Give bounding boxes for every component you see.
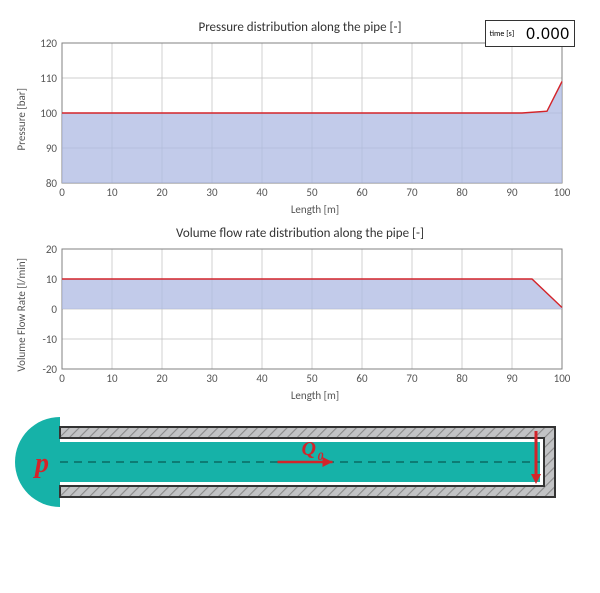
svg-text:120: 120 bbox=[40, 37, 57, 50]
svg-text:0: 0 bbox=[59, 372, 65, 385]
svg-text:100: 100 bbox=[40, 107, 57, 120]
svg-text:100: 100 bbox=[554, 186, 570, 199]
svg-text:90: 90 bbox=[506, 372, 518, 385]
flow-chart-title: Volume flow rate distribution along the … bbox=[15, 226, 585, 241]
svg-text:90: 90 bbox=[506, 186, 518, 199]
svg-text:60: 60 bbox=[356, 372, 368, 385]
svg-text:90: 90 bbox=[46, 142, 58, 155]
svg-text:-10: -10 bbox=[42, 333, 57, 346]
svg-text:0: 0 bbox=[51, 303, 57, 316]
svg-text:60: 60 bbox=[356, 186, 368, 199]
pressure-ylabel: Pressure [bar] bbox=[15, 88, 28, 151]
time-value: 0.000 bbox=[526, 23, 570, 44]
svg-text:80: 80 bbox=[456, 372, 468, 385]
svg-text:80: 80 bbox=[456, 186, 468, 199]
pressure-plot: 0 10 20 30 40 50 60 70 80 90 100 80 90 100 110 120 bbox=[32, 37, 570, 201]
flow-xlabel: Length [m] bbox=[45, 389, 585, 402]
svg-text:40: 40 bbox=[256, 186, 268, 199]
svg-text:70: 70 bbox=[406, 186, 418, 199]
svg-text:30: 30 bbox=[206, 372, 218, 385]
svg-text:70: 70 bbox=[406, 372, 418, 385]
svg-text:50: 50 bbox=[306, 186, 318, 199]
svg-text:10: 10 bbox=[46, 273, 58, 286]
svg-text:20: 20 bbox=[156, 186, 168, 199]
svg-text:20: 20 bbox=[46, 243, 58, 256]
pipe-diagram: pQ0 bbox=[15, 412, 585, 512]
svg-text:20: 20 bbox=[156, 372, 168, 385]
pressure-xlabel: Length [m] bbox=[45, 203, 585, 216]
svg-text:10: 10 bbox=[106, 372, 118, 385]
svg-text:10: 10 bbox=[106, 186, 118, 199]
svg-text:100: 100 bbox=[554, 372, 570, 385]
svg-text:Q: Q bbox=[302, 438, 316, 460]
svg-text:110: 110 bbox=[40, 72, 57, 85]
svg-text:40: 40 bbox=[256, 372, 268, 385]
svg-text:p: p bbox=[33, 448, 49, 479]
svg-text:30: 30 bbox=[206, 186, 218, 199]
svg-text:0: 0 bbox=[59, 186, 65, 199]
time-display: time [s] 0.000 bbox=[485, 20, 575, 47]
time-label: time [s] bbox=[490, 29, 515, 39]
flow-ylabel: Volume Flow Rate [l/min] bbox=[15, 258, 28, 372]
pressure-chart: Pressure distribution along the pipe [-]… bbox=[15, 20, 585, 216]
flow-chart: Volume flow rate distribution along the … bbox=[15, 226, 585, 402]
svg-text:80: 80 bbox=[46, 177, 58, 190]
svg-text:50: 50 bbox=[306, 372, 318, 385]
svg-text:-20: -20 bbox=[42, 363, 57, 376]
flow-plot: 0 10 20 30 40 50 60 70 80 90 100 -20 -10 0 10 20 bbox=[32, 243, 570, 387]
